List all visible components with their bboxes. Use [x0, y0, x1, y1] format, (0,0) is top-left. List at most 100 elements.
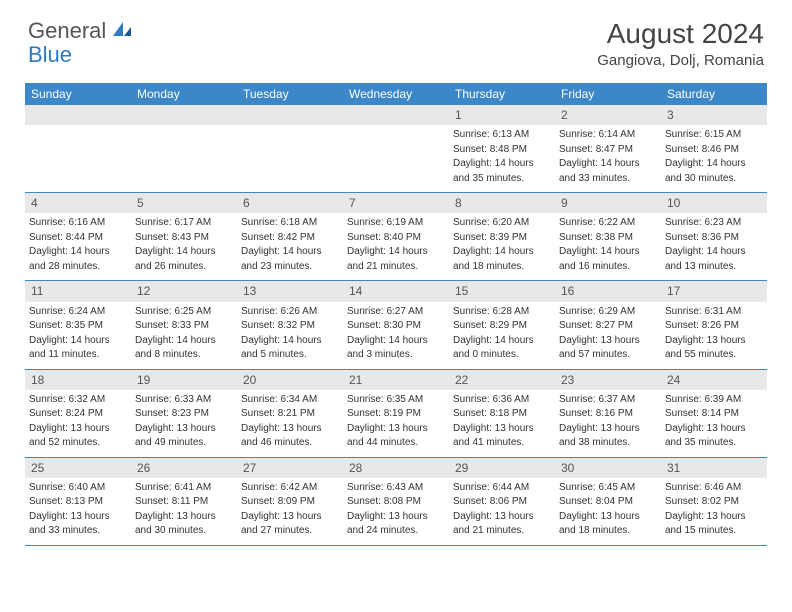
day-sunrise: Sunrise: 6:15 AM — [665, 128, 763, 142]
day-sunset: Sunset: 8:40 PM — [347, 231, 445, 245]
day-sunset: Sunset: 8:35 PM — [29, 319, 127, 333]
day-sunrise: Sunrise: 6:29 AM — [559, 305, 657, 319]
calendar-cell: 30Sunrise: 6:45 AMSunset: 8:04 PMDayligh… — [555, 458, 661, 545]
day-details: Sunrise: 6:22 AMSunset: 8:38 PMDaylight:… — [555, 213, 661, 280]
day-d2: and 27 minutes. — [241, 524, 339, 538]
day-d2: and 11 minutes. — [29, 348, 127, 362]
day-details: Sunrise: 6:35 AMSunset: 8:19 PMDaylight:… — [343, 390, 449, 457]
day-d2: and 16 minutes. — [559, 260, 657, 274]
day-sunrise: Sunrise: 6:36 AM — [453, 393, 551, 407]
day-details: Sunrise: 6:17 AMSunset: 8:43 PMDaylight:… — [131, 213, 237, 280]
day-number: 24 — [661, 370, 767, 390]
calendar-week: 25Sunrise: 6:40 AMSunset: 8:13 PMDayligh… — [25, 458, 767, 546]
day-sunset: Sunset: 8:09 PM — [241, 495, 339, 509]
calendar-cell: 5Sunrise: 6:17 AMSunset: 8:43 PMDaylight… — [131, 193, 237, 280]
day-number — [131, 105, 237, 125]
day-d2: and 41 minutes. — [453, 436, 551, 450]
day-d1: Daylight: 13 hours — [347, 422, 445, 436]
day-sunset: Sunset: 8:24 PM — [29, 407, 127, 421]
day-number: 1 — [449, 105, 555, 125]
day-number: 8 — [449, 193, 555, 213]
day-d2: and 3 minutes. — [347, 348, 445, 362]
day-d2: and 46 minutes. — [241, 436, 339, 450]
day-d1: Daylight: 14 hours — [135, 245, 233, 259]
day-sunrise: Sunrise: 6:27 AM — [347, 305, 445, 319]
day-sunset: Sunset: 8:14 PM — [665, 407, 763, 421]
day-number: 17 — [661, 281, 767, 301]
day-sunset: Sunset: 8:43 PM — [135, 231, 233, 245]
calendar-cell: 24Sunrise: 6:39 AMSunset: 8:14 PMDayligh… — [661, 370, 767, 457]
day-sunrise: Sunrise: 6:26 AM — [241, 305, 339, 319]
day-d1: Daylight: 14 hours — [347, 245, 445, 259]
day-sunrise: Sunrise: 6:32 AM — [29, 393, 127, 407]
day-d2: and 21 minutes. — [347, 260, 445, 274]
day-number: 23 — [555, 370, 661, 390]
day-sunset: Sunset: 8:30 PM — [347, 319, 445, 333]
day-sunset: Sunset: 8:21 PM — [241, 407, 339, 421]
day-sunset: Sunset: 8:26 PM — [665, 319, 763, 333]
day-details: Sunrise: 6:31 AMSunset: 8:26 PMDaylight:… — [661, 302, 767, 369]
calendar-cell: 2Sunrise: 6:14 AMSunset: 8:47 PMDaylight… — [555, 105, 661, 192]
day-number — [343, 105, 449, 125]
day-d2: and 33 minutes. — [559, 172, 657, 186]
day-d1: Daylight: 14 hours — [665, 157, 763, 171]
calendar-cell: 26Sunrise: 6:41 AMSunset: 8:11 PMDayligh… — [131, 458, 237, 545]
day-sunrise: Sunrise: 6:45 AM — [559, 481, 657, 495]
day-sunrise: Sunrise: 6:35 AM — [347, 393, 445, 407]
calendar-cell: 18Sunrise: 6:32 AMSunset: 8:24 PMDayligh… — [25, 370, 131, 457]
calendar-cell — [25, 105, 131, 192]
day-sunrise: Sunrise: 6:31 AM — [665, 305, 763, 319]
day-sunrise: Sunrise: 6:13 AM — [453, 128, 551, 142]
day-d1: Daylight: 14 hours — [241, 334, 339, 348]
day-details: Sunrise: 6:39 AMSunset: 8:14 PMDaylight:… — [661, 390, 767, 457]
day-sunrise: Sunrise: 6:37 AM — [559, 393, 657, 407]
day-sunset: Sunset: 8:19 PM — [347, 407, 445, 421]
day-d1: Daylight: 13 hours — [29, 422, 127, 436]
day-sunset: Sunset: 8:44 PM — [29, 231, 127, 245]
calendar-week: 4Sunrise: 6:16 AMSunset: 8:44 PMDaylight… — [25, 193, 767, 281]
day-details: Sunrise: 6:42 AMSunset: 8:09 PMDaylight:… — [237, 478, 343, 545]
day-d1: Daylight: 14 hours — [665, 245, 763, 259]
day-sunset: Sunset: 8:46 PM — [665, 143, 763, 157]
calendar-cell: 29Sunrise: 6:44 AMSunset: 8:06 PMDayligh… — [449, 458, 555, 545]
day-sunset: Sunset: 8:29 PM — [453, 319, 551, 333]
day-d1: Daylight: 13 hours — [347, 510, 445, 524]
day-details: Sunrise: 6:34 AMSunset: 8:21 PMDaylight:… — [237, 390, 343, 457]
day-d1: Daylight: 13 hours — [29, 510, 127, 524]
day-d1: Daylight: 13 hours — [135, 510, 233, 524]
day-number: 26 — [131, 458, 237, 478]
calendar-cell: 15Sunrise: 6:28 AMSunset: 8:29 PMDayligh… — [449, 281, 555, 368]
calendar-cell: 9Sunrise: 6:22 AMSunset: 8:38 PMDaylight… — [555, 193, 661, 280]
calendar-cell: 22Sunrise: 6:36 AMSunset: 8:18 PMDayligh… — [449, 370, 555, 457]
day-d1: Daylight: 14 hours — [453, 334, 551, 348]
day-details: Sunrise: 6:27 AMSunset: 8:30 PMDaylight:… — [343, 302, 449, 369]
calendar-cell: 6Sunrise: 6:18 AMSunset: 8:42 PMDaylight… — [237, 193, 343, 280]
day-sunrise: Sunrise: 6:20 AM — [453, 216, 551, 230]
calendar-cell — [343, 105, 449, 192]
day-sunset: Sunset: 8:13 PM — [29, 495, 127, 509]
day-sunset: Sunset: 8:38 PM — [559, 231, 657, 245]
day-d1: Daylight: 13 hours — [453, 422, 551, 436]
day-sunrise: Sunrise: 6:39 AM — [665, 393, 763, 407]
calendar-cell — [131, 105, 237, 192]
calendar-cell: 1Sunrise: 6:13 AMSunset: 8:48 PMDaylight… — [449, 105, 555, 192]
calendar-cell: 3Sunrise: 6:15 AMSunset: 8:46 PMDaylight… — [661, 105, 767, 192]
day-sunrise: Sunrise: 6:18 AM — [241, 216, 339, 230]
day-details: Sunrise: 6:14 AMSunset: 8:47 PMDaylight:… — [555, 125, 661, 192]
brand-logo: General — [28, 18, 135, 44]
day-d2: and 57 minutes. — [559, 348, 657, 362]
day-d1: Daylight: 14 hours — [559, 157, 657, 171]
day-d2: and 35 minutes. — [665, 436, 763, 450]
day-d1: Daylight: 14 hours — [453, 245, 551, 259]
day-d1: Daylight: 13 hours — [453, 510, 551, 524]
day-details: Sunrise: 6:23 AMSunset: 8:36 PMDaylight:… — [661, 213, 767, 280]
day-d1: Daylight: 13 hours — [241, 422, 339, 436]
day-details: Sunrise: 6:13 AMSunset: 8:48 PMDaylight:… — [449, 125, 555, 192]
day-details: Sunrise: 6:29 AMSunset: 8:27 PMDaylight:… — [555, 302, 661, 369]
day-details: Sunrise: 6:25 AMSunset: 8:33 PMDaylight:… — [131, 302, 237, 369]
day-details: Sunrise: 6:45 AMSunset: 8:04 PMDaylight:… — [555, 478, 661, 545]
day-sunrise: Sunrise: 6:40 AM — [29, 481, 127, 495]
calendar-cell: 17Sunrise: 6:31 AMSunset: 8:26 PMDayligh… — [661, 281, 767, 368]
day-details: Sunrise: 6:46 AMSunset: 8:02 PMDaylight:… — [661, 478, 767, 545]
day-d2: and 28 minutes. — [29, 260, 127, 274]
